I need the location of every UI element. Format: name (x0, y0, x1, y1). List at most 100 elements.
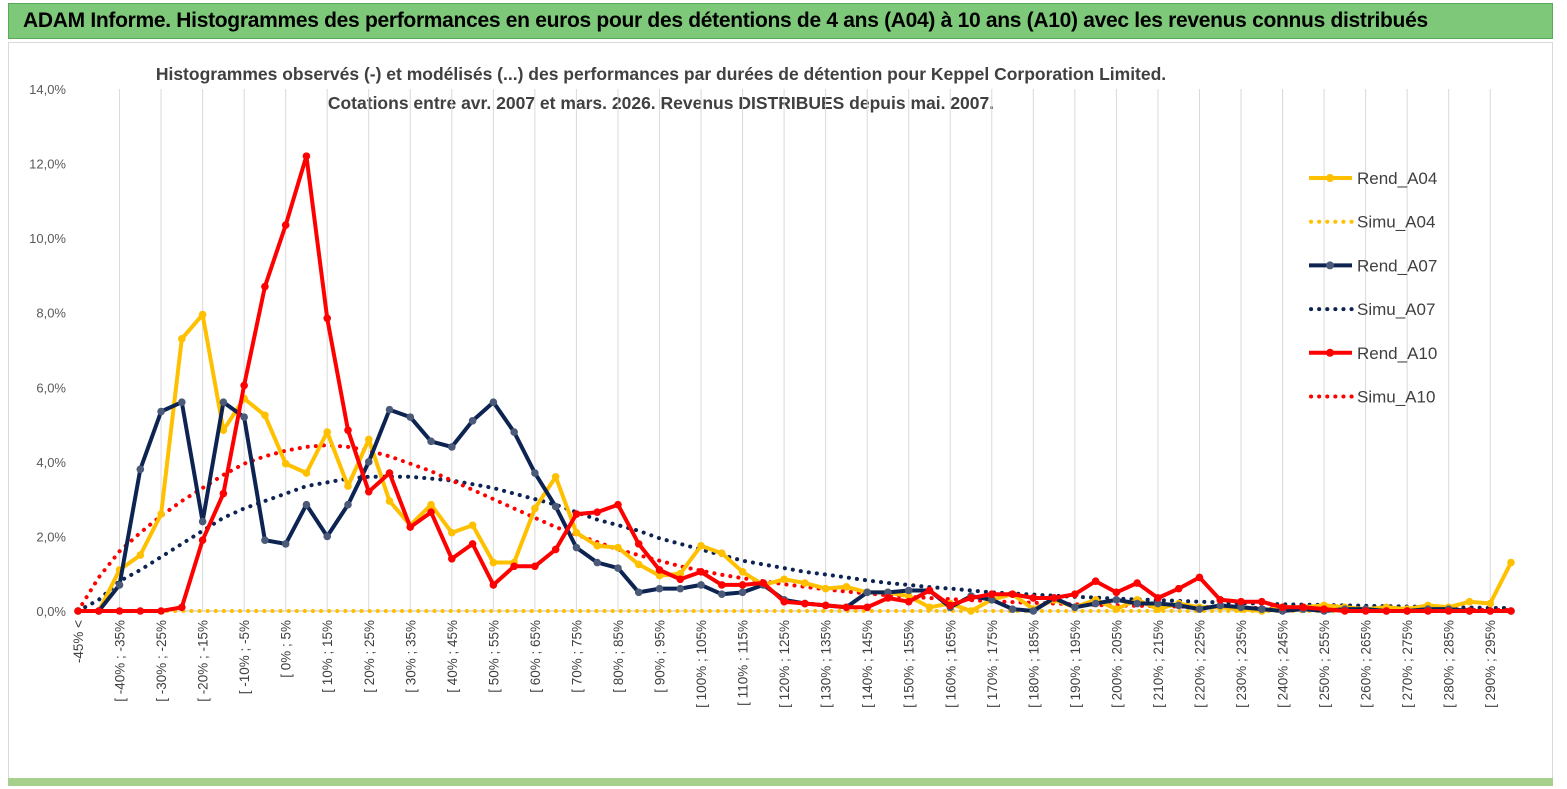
data-point (198, 536, 207, 544)
data-point (281, 540, 290, 548)
data-point (531, 504, 539, 513)
data-point (884, 594, 892, 602)
data-point (1486, 607, 1495, 615)
x-tick-label: [ 150% ; 155% (902, 620, 917, 708)
x-tick-label: [ 70% ; 75% (569, 620, 584, 693)
data-point (94, 607, 103, 615)
data-point (1174, 601, 1183, 610)
x-tick-label: [ 30% ; 35% (403, 620, 418, 693)
data-point (593, 558, 602, 567)
data-point (904, 592, 913, 600)
series-line-rend-a10 (78, 154, 1511, 613)
data-point (281, 459, 290, 468)
data-point (697, 581, 705, 589)
data-point (157, 407, 165, 416)
data-point (1174, 584, 1183, 593)
x-tick-label: [ 260% ; 265% (1359, 620, 1374, 708)
data-point (448, 528, 456, 537)
x-tick-label: [ 230% ; 235% (1234, 620, 1249, 708)
legend-marker (1326, 261, 1334, 270)
data-point (1444, 607, 1453, 615)
x-tick-label: [ 20% ; 25% (362, 620, 377, 693)
data-point (136, 607, 145, 615)
data-point (178, 603, 186, 612)
data-point (323, 314, 332, 323)
legend-entry-rend-a07: Rend_A07 (1309, 256, 1437, 275)
data-point (510, 428, 518, 436)
data-point (1029, 594, 1038, 602)
data-point (842, 603, 851, 612)
x-tick-label: [ 240% ; 245% (1276, 620, 1291, 708)
data-point (904, 597, 913, 606)
data-point (385, 497, 394, 505)
data-point (198, 517, 207, 526)
x-tick-label: -45% < (71, 620, 86, 663)
data-point (1361, 607, 1370, 615)
data-point (1403, 607, 1411, 615)
data-point (219, 426, 228, 434)
data-point (406, 523, 415, 531)
data-point (821, 584, 830, 593)
data-point (1237, 597, 1245, 606)
data-point (240, 381, 248, 390)
data-point (364, 487, 373, 496)
data-point (572, 543, 581, 552)
legend-label: Rend_A07 (1357, 256, 1437, 275)
x-tick-label: [ 110% ; 115% (736, 620, 751, 706)
data-point (1112, 605, 1121, 613)
y-tick-label: 10,0% (29, 231, 66, 246)
data-point (157, 607, 165, 615)
footer-strip (8, 778, 1553, 786)
data-point (1195, 605, 1204, 613)
data-point (655, 584, 664, 593)
data-point (198, 310, 207, 319)
data-point (738, 588, 747, 597)
data-point (427, 508, 435, 516)
legend-entry-simu-a07: Simu_A07 (1309, 300, 1435, 319)
y-tick-label: 6,0% (36, 380, 66, 395)
data-point (1486, 599, 1495, 608)
legend-label: Simu_A04 (1357, 213, 1435, 232)
x-tick-label: [ 220% ; 225% (1192, 620, 1207, 708)
data-point (697, 541, 705, 550)
data-point (1507, 558, 1515, 567)
data-point (987, 590, 996, 599)
legend-marker (1326, 348, 1334, 357)
data-point (344, 482, 352, 490)
data-point (261, 411, 269, 420)
data-point (302, 500, 311, 509)
data-point (655, 566, 664, 574)
chart-title: Histogrammes observés (-) et modélisés (… (156, 64, 1166, 84)
data-point (634, 560, 643, 569)
data-point (821, 601, 830, 610)
data-point (1133, 599, 1141, 608)
data-point (780, 575, 788, 584)
legend-label: Rend_A10 (1357, 344, 1437, 363)
data-point (676, 575, 685, 584)
data-point (1133, 579, 1141, 587)
data-point (531, 469, 539, 477)
data-point (676, 569, 685, 578)
x-tick-label: [ 170% ; 175% (985, 620, 1000, 708)
x-tick-label: [ 100% ; 105% (694, 620, 709, 708)
y-tick-label: 14,0% (29, 82, 66, 97)
data-point (614, 500, 622, 509)
data-point (115, 607, 124, 615)
x-tick-label: [ 90% ; 95% (653, 620, 668, 693)
data-point (614, 564, 622, 572)
data-point (1154, 605, 1162, 613)
data-point (738, 581, 747, 589)
x-tick-label: [ 270% ; 275% (1400, 620, 1415, 708)
data-point (385, 469, 394, 477)
data-point (863, 588, 871, 597)
data-point (510, 562, 518, 571)
chart-subtitle: Cotations entre avr. 2007 et mars. 2026.… (328, 93, 994, 113)
data-point (1008, 605, 1017, 613)
data-point (1257, 597, 1266, 606)
x-tick-label: [ 40% ; 45% (445, 620, 460, 693)
x-tick-label: [ -30% ; -25% (154, 620, 169, 702)
data-point (427, 437, 435, 446)
data-point (801, 599, 809, 608)
data-point (718, 549, 726, 558)
x-tick-label: [ -40% ; -35% (113, 620, 128, 702)
